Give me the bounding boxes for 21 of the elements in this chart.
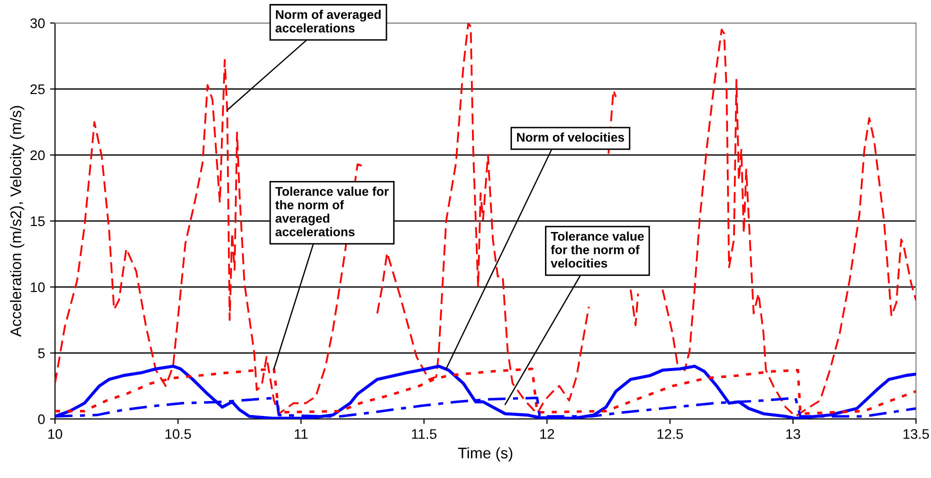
y-tick-label: 25	[30, 84, 45, 94]
x-tick-label: 10.5	[166, 429, 191, 439]
x-tick-label: 10	[48, 429, 62, 439]
annotation: Norm of averaged accelerations	[276, 10, 381, 32]
y-tick-label: 20	[30, 150, 45, 160]
x-axis-title: Time (s)	[458, 447, 512, 462]
annotation: Norm of velocities	[517, 132, 624, 142]
x-tick-label: 12.5	[658, 429, 683, 439]
annotation: Tolerance value for the norm of velocities	[550, 232, 644, 268]
y-tick-label: 30	[30, 18, 45, 28]
y-tick-label: 15	[30, 216, 45, 226]
y-tick-label: 10	[30, 282, 45, 292]
x-tick-label: 11	[294, 429, 308, 439]
y-tick-label: 5	[38, 348, 45, 358]
annotation: Tolerance value for the norm of averaged accelerations	[275, 186, 389, 236]
y-axis-title: Acceleration (m/s2), Velocity (m/s)	[10, 106, 24, 337]
x-tick-label: 12	[540, 429, 554, 439]
y-tick-label: 0	[38, 414, 45, 424]
x-tick-label: 13.5	[904, 429, 929, 439]
x-tick-label: 13	[786, 429, 800, 439]
x-tick-label: 11.5	[412, 429, 436, 439]
